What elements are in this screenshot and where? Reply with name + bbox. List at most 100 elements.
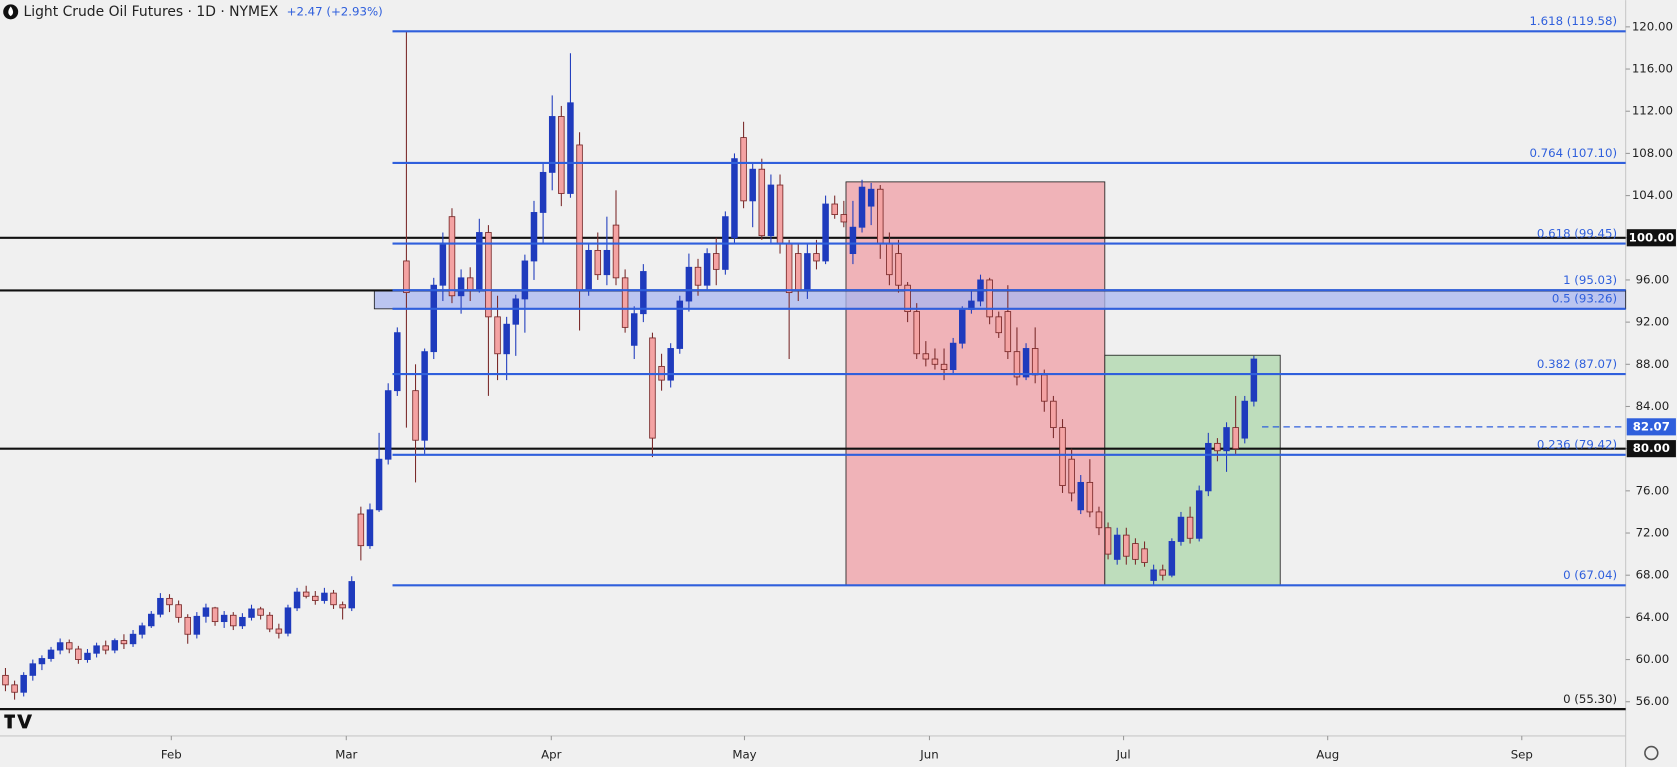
x-tick-label: Jun [919, 748, 938, 762]
candle-body [111, 640, 119, 651]
candle-body [1195, 490, 1203, 539]
candle-body [712, 253, 720, 270]
candle-body [785, 242, 793, 294]
candle-body [266, 614, 273, 630]
candle-body [567, 102, 574, 194]
candle-body [858, 186, 866, 228]
price-axis-labels: 100.00 80.00 82.07 [1626, 229, 1676, 458]
candle-body [940, 363, 948, 371]
candle-body [476, 232, 483, 291]
candle-body [676, 300, 684, 349]
candle-body [202, 607, 210, 617]
candle-body [640, 271, 647, 315]
candle-body [293, 591, 301, 609]
last-price-label: 82.07 [1633, 419, 1670, 433]
candle-body [184, 616, 191, 635]
candle-body [394, 332, 401, 392]
candle-body [949, 342, 957, 371]
candle-body [539, 171, 547, 213]
candle-body [93, 645, 100, 654]
level-band [373, 289, 1627, 310]
candle-body [20, 674, 27, 693]
candle-body [813, 253, 820, 262]
candle-body [1086, 481, 1094, 513]
candle-body [849, 226, 857, 255]
candle-body [66, 642, 73, 650]
y-tick-label: 112.00 [1632, 104, 1673, 118]
candle-body [749, 168, 756, 202]
candle-body [257, 608, 264, 616]
drop-icon [8, 6, 14, 17]
candle-body [357, 513, 365, 547]
candle-body [904, 284, 911, 313]
candle-body [138, 625, 146, 635]
candle-body [330, 592, 337, 606]
candle-body [621, 277, 629, 328]
candle-body [1214, 442, 1221, 452]
x-tick-label: Sep [1511, 748, 1533, 762]
candle-body [339, 604, 346, 609]
chart-title: Light Crude Oil Futures · 1D · NYMEX [24, 4, 279, 20]
candle-body [129, 633, 137, 645]
candle-body [649, 337, 656, 439]
candle-body [895, 253, 902, 286]
y-tick-label: 64.00 [1636, 610, 1670, 624]
x-tick-label: Jul [1115, 748, 1130, 762]
candle-body [211, 607, 219, 623]
candle-body [1077, 481, 1084, 511]
candle-body [731, 158, 738, 239]
last-price-box [1626, 418, 1676, 436]
candle-body [1241, 400, 1249, 439]
candle-body [1104, 527, 1112, 555]
candle-body [1013, 351, 1021, 378]
candle-body [1041, 374, 1048, 402]
candle-body [38, 658, 46, 665]
candle-body [1004, 311, 1012, 353]
candle-body [603, 249, 611, 276]
candle-body [1223, 427, 1230, 452]
candle-body [102, 645, 109, 651]
candle-body [466, 277, 474, 291]
settings-icon[interactable] [1644, 745, 1659, 761]
candle-body [1123, 534, 1130, 557]
candle-body [1186, 516, 1194, 539]
candle-body [512, 298, 520, 325]
candle-body [56, 642, 64, 651]
y-tick-label: 104.00 [1632, 188, 1673, 202]
candle-body [685, 266, 693, 302]
candle-body [831, 203, 838, 215]
candle-body [1250, 358, 1258, 402]
x-tick-label: Aug [1316, 748, 1339, 762]
candle-body [521, 260, 529, 300]
candle-body [667, 348, 674, 381]
y-tick-label: 68.00 [1636, 568, 1670, 582]
y-tick-label: 92.00 [1636, 315, 1670, 329]
candle-body [822, 203, 829, 262]
candle-body [548, 116, 556, 173]
fib-label: 1 (95.03) [1563, 273, 1617, 287]
candle-body [284, 607, 292, 634]
candle-body [877, 188, 884, 244]
y-tick-label: 72.00 [1636, 526, 1670, 540]
candle-body [75, 648, 82, 660]
candle-body [1177, 516, 1185, 542]
candle-body [804, 253, 811, 291]
candle-body [776, 184, 784, 244]
candle-body [576, 144, 583, 291]
candle-body [530, 212, 538, 262]
tv-logo [4, 714, 33, 729]
candle-body [29, 663, 37, 676]
candle-body [558, 116, 565, 194]
candle-body [148, 613, 155, 627]
candle-body [220, 614, 228, 623]
candle-body [1068, 458, 1075, 494]
candle-body [1031, 348, 1039, 376]
candle-body [457, 277, 465, 297]
candle-body [430, 284, 438, 353]
candle-body [1141, 548, 1148, 563]
candle-body [384, 390, 392, 460]
fib-label: 0.382 (87.07) [1537, 357, 1617, 371]
fib-label: 0 (67.04) [1563, 568, 1617, 582]
fib-label: 1.618 (119.58) [1529, 14, 1617, 28]
